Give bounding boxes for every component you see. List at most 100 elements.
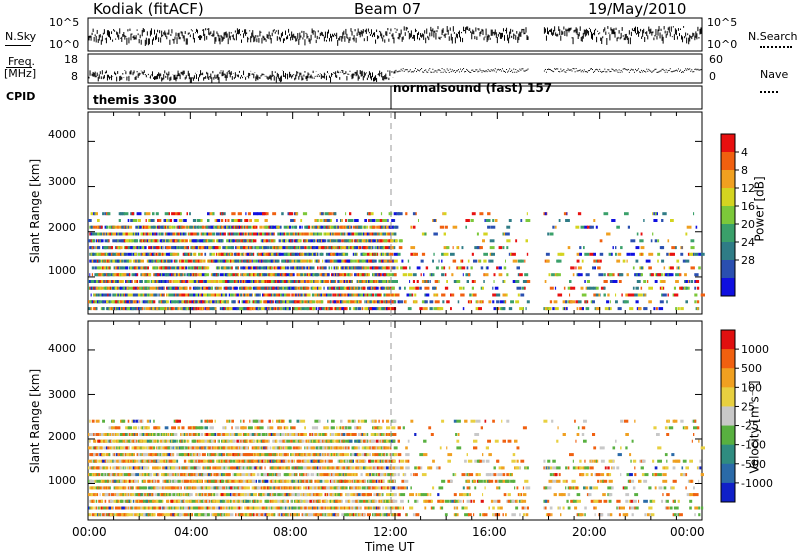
scatter-point	[137, 232, 140, 236]
scatter-point	[301, 252, 303, 256]
scatter-point	[397, 252, 401, 256]
scatter-point	[258, 307, 260, 311]
scatter-point	[238, 506, 241, 510]
scatter-point	[186, 212, 188, 216]
scatter-point	[131, 212, 134, 216]
scatter-point	[357, 506, 362, 510]
scatter-point	[278, 499, 280, 503]
scatter-point	[144, 300, 148, 304]
scatter-point	[88, 239, 90, 243]
scatter-point	[293, 259, 297, 263]
scatter-point	[300, 219, 303, 222]
scatter-point	[366, 513, 371, 517]
scatter-point	[121, 239, 126, 243]
scatter-point	[351, 280, 353, 283]
scatter-point	[279, 300, 283, 304]
scatter-point	[492, 293, 497, 297]
scatter-point	[627, 225, 630, 229]
scatter-point	[382, 219, 388, 222]
scatter-point	[126, 225, 129, 229]
scatter-point	[483, 252, 488, 256]
scatter-point	[189, 252, 192, 256]
scatter-point	[135, 273, 138, 277]
scatter-point	[611, 219, 616, 222]
scatter-point	[292, 273, 295, 277]
scatter-point	[336, 219, 338, 222]
scatter-point	[363, 252, 367, 256]
scatter-point	[442, 300, 445, 304]
scatter-point	[290, 273, 293, 277]
scatter-point	[340, 293, 342, 297]
scatter-point	[181, 293, 186, 297]
scatter-point	[112, 232, 115, 236]
scatter-point	[273, 239, 276, 243]
scatter-point	[361, 266, 364, 270]
scatter-point	[343, 252, 345, 256]
scatter-point	[215, 252, 217, 256]
scatter-point	[259, 232, 264, 236]
scatter-point	[167, 280, 169, 283]
scatter-point	[327, 219, 331, 222]
scatter-point	[315, 252, 319, 256]
scatter-point	[552, 225, 555, 229]
scatter-point	[127, 259, 130, 263]
scatter-point	[354, 252, 356, 256]
scatter-point	[612, 273, 615, 277]
scatter-point	[314, 280, 319, 283]
scatter-point	[131, 252, 133, 256]
scatter-point	[636, 232, 639, 236]
scatter-point	[433, 232, 438, 236]
scatter-point	[300, 239, 302, 243]
scatter-point	[237, 219, 242, 222]
scatter-point	[594, 499, 599, 503]
scatter-point	[571, 266, 575, 270]
scatter-point	[116, 280, 119, 283]
scatter-point	[343, 273, 347, 277]
scatter-point	[693, 252, 695, 256]
scatter-point	[424, 499, 429, 503]
scatter-point	[178, 513, 183, 517]
scatter-point	[107, 506, 109, 510]
scatter-point	[700, 252, 705, 256]
scatter-point	[551, 513, 553, 517]
scatter-point	[203, 280, 205, 283]
scatter-point	[214, 293, 217, 297]
scatter-point	[217, 273, 219, 277]
scatter-point	[595, 293, 601, 297]
scatter-point	[560, 513, 562, 517]
scatter-point	[354, 293, 357, 297]
scatter-point	[265, 239, 269, 243]
scatter-point	[273, 266, 276, 270]
scatter-point	[383, 232, 385, 236]
scatter-point	[272, 286, 275, 290]
scatter-point	[250, 252, 254, 256]
scatter-point	[341, 219, 343, 222]
scatter-point	[166, 232, 167, 236]
scatter-point	[247, 246, 250, 250]
scatter-point	[679, 513, 683, 517]
scatter-point	[178, 280, 181, 283]
scatter-point	[433, 219, 436, 222]
scatter-point	[320, 252, 323, 256]
scatter-point	[473, 499, 475, 503]
scatter-point	[644, 307, 648, 311]
scatter-point	[214, 259, 218, 263]
scatter-point	[227, 246, 233, 250]
scatter-point	[626, 252, 631, 256]
scatter-point	[549, 506, 552, 510]
scatter-point	[630, 293, 635, 297]
scatter-point	[120, 280, 124, 283]
scatter-point	[157, 259, 160, 263]
scatter-point	[109, 513, 114, 517]
scatter-point	[276, 280, 279, 283]
scatter-point	[519, 307, 524, 311]
scatter-point	[351, 499, 357, 503]
scatter-point	[98, 266, 102, 270]
scatter-point	[331, 499, 336, 503]
scatter-point	[433, 286, 435, 290]
scatter-point	[508, 219, 512, 222]
scatter-point	[451, 499, 457, 503]
scatter-point	[155, 232, 157, 236]
scatter-point	[149, 506, 153, 510]
scatter-point	[446, 280, 448, 283]
